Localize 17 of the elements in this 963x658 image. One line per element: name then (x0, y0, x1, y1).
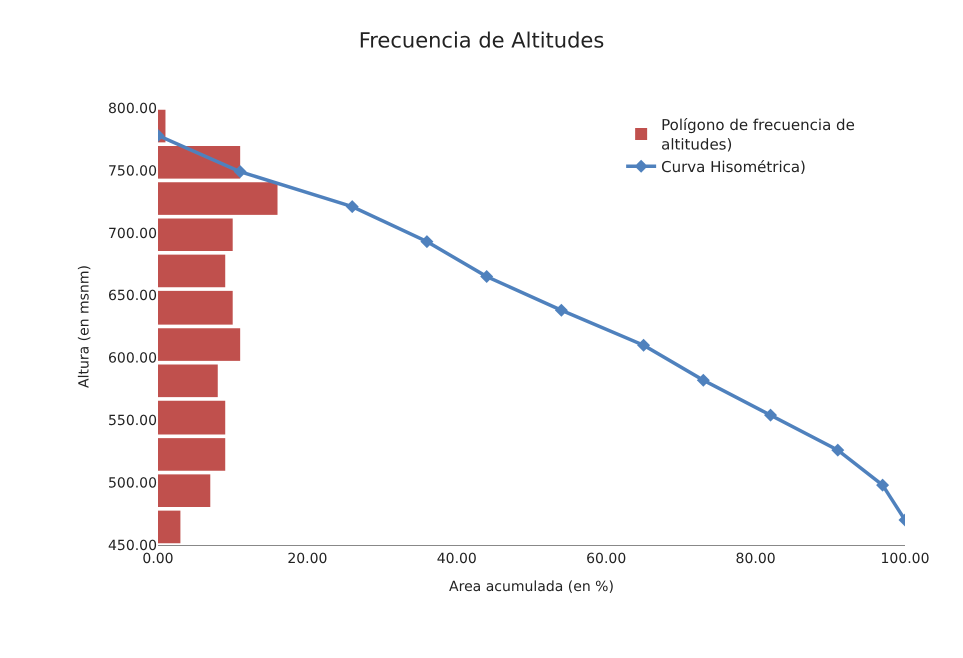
y-tick-label: 600.00 (108, 350, 157, 367)
y-tick-label: 800.00 (108, 100, 157, 117)
x-tick-label: 100.00 (880, 550, 930, 567)
x-tick-label: 40.00 (436, 550, 477, 567)
x-tick-label: 20.00 (287, 550, 328, 567)
x-tick-label: 60.00 (586, 550, 626, 567)
chart-title: Frecuencia de Altitudes (358, 28, 604, 53)
y-tick-label: 550.00 (108, 413, 157, 430)
y-tick-label: 750.00 (108, 163, 157, 180)
legend-label: Curva Hisométrica) (661, 158, 806, 176)
x-tick-label: 80.00 (736, 550, 776, 567)
y-tick-label: 650.00 (108, 288, 157, 304)
y-tick-label: 500.00 (108, 475, 157, 492)
x-axis-title: Area acumulada (en %) (449, 579, 614, 596)
y-tick-label: 700.00 (108, 226, 157, 242)
y-axis-title: Altura (en msnm) (76, 265, 93, 388)
legend-label: Polígono de frecuencia de altitudes) (661, 116, 855, 154)
